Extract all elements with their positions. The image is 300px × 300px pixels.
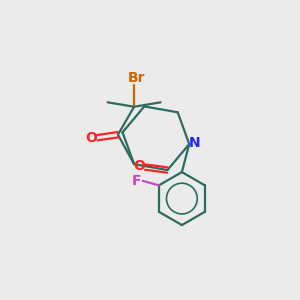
Text: Br: Br	[128, 71, 145, 85]
Text: F: F	[132, 174, 142, 188]
Text: O: O	[85, 131, 97, 145]
Text: O: O	[134, 159, 146, 172]
Text: N: N	[189, 136, 200, 150]
